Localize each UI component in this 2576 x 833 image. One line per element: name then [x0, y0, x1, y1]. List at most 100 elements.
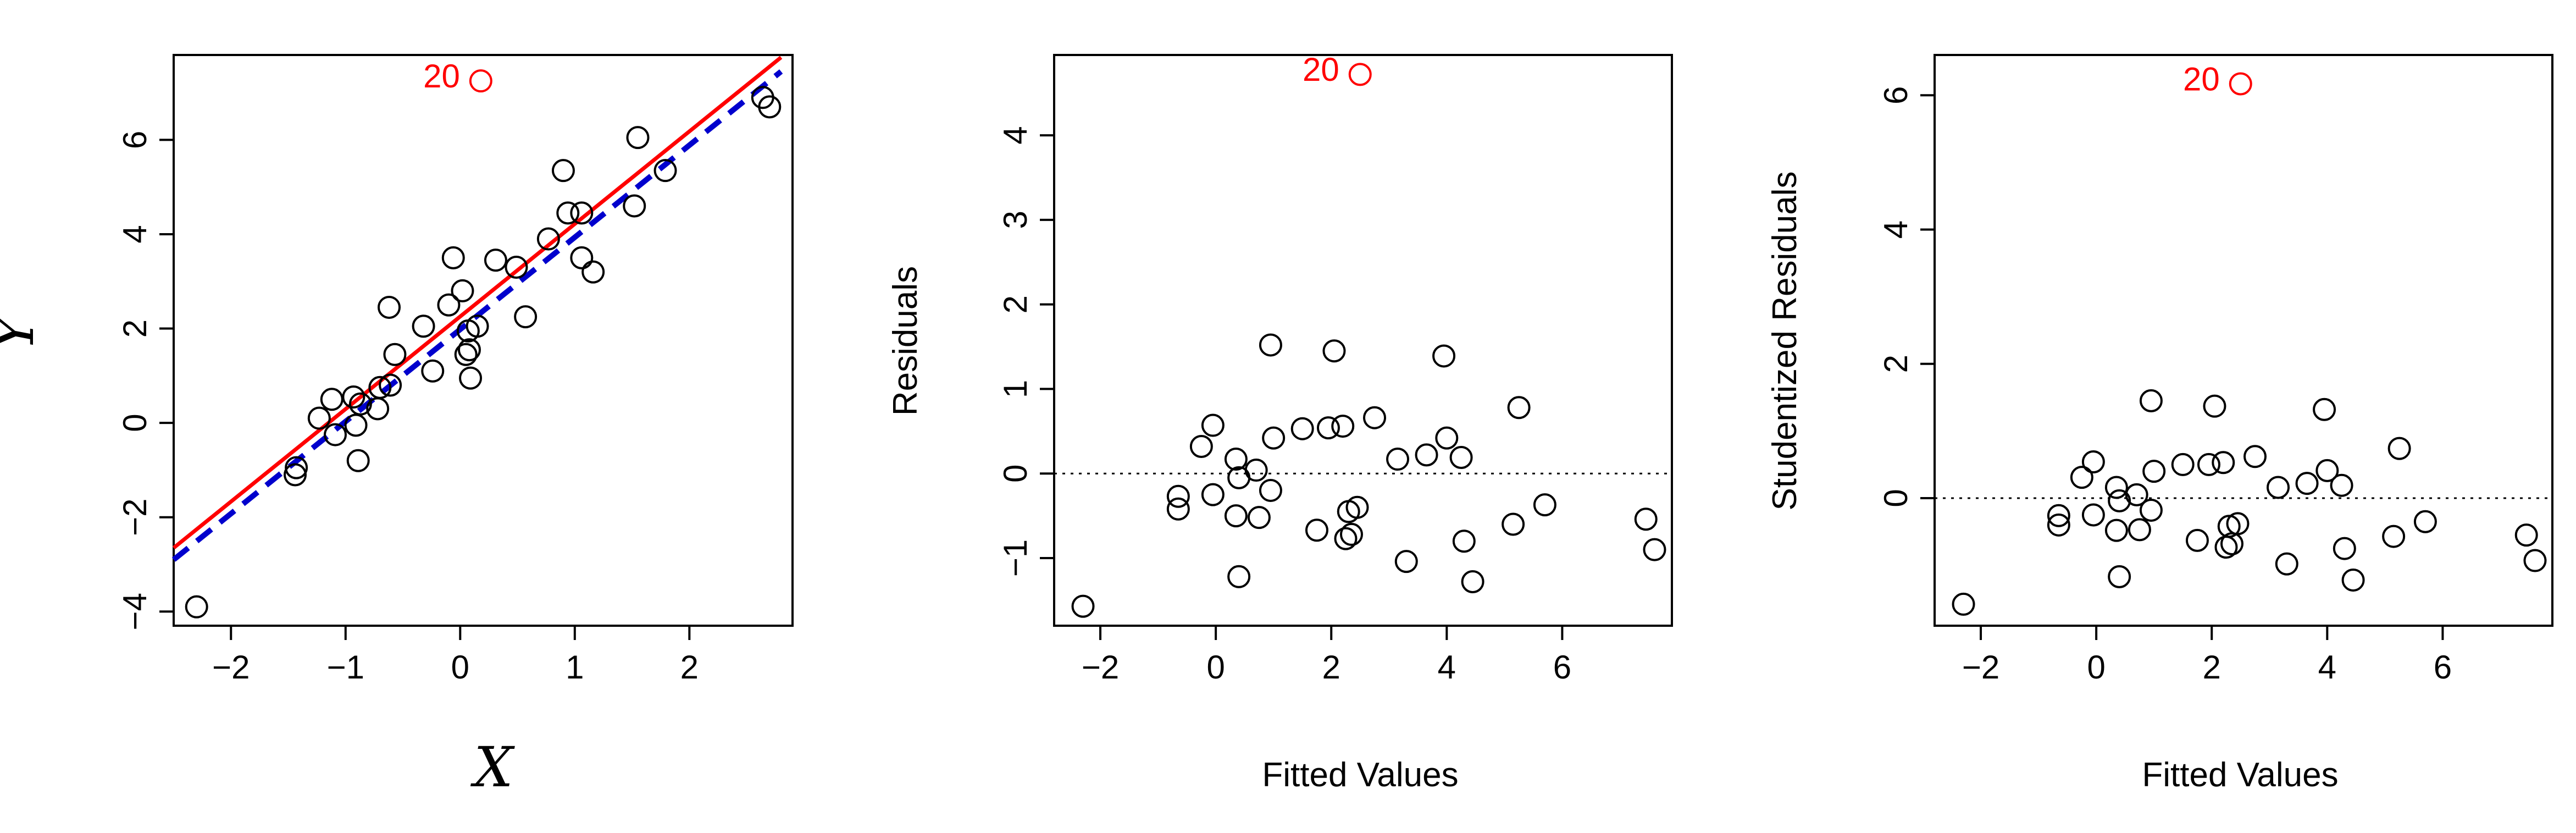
outlier-point [2229, 72, 2252, 96]
panel-studentized-residuals: −2 0 2 4 6 0 2 4 6 20 Fitted Values Studentized… [1766, 54, 2553, 794]
data-point [346, 449, 370, 472]
points [1071, 333, 1666, 618]
data-point [2104, 476, 2128, 499]
x-tick-label: 2 [680, 649, 699, 686]
y-tick-label: 4 [117, 225, 153, 243]
data-point [2523, 549, 2547, 572]
data-point [1339, 522, 1363, 546]
data-point [454, 343, 478, 366]
data-point [1643, 538, 1666, 561]
data-point [344, 413, 368, 437]
data-point [2341, 568, 2365, 592]
points [1952, 389, 2547, 616]
data-point [1290, 417, 1314, 440]
data-point [1394, 550, 1418, 573]
data-point [551, 159, 575, 183]
data-point [653, 159, 677, 183]
data-point [570, 246, 594, 269]
x-tick-label: 2 [1322, 649, 1340, 686]
data-point [1435, 426, 1459, 450]
data-point [2139, 498, 2163, 522]
data-point [459, 366, 483, 390]
data-point [466, 315, 489, 338]
x-axis: −2 −1 0 1 2 [212, 626, 699, 686]
x-axis: −2 0 2 4 6 [1962, 626, 2452, 686]
y-tick-label: 4 [1877, 220, 1914, 239]
outlier-label: 20 [423, 58, 460, 95]
y-axis: 0 2 4 6 [1877, 86, 1935, 507]
fit-line-all-points [172, 56, 783, 550]
y-tick-label: 6 [117, 131, 153, 149]
data-point [2203, 394, 2226, 418]
data-point [1201, 483, 1225, 506]
data-point [1952, 592, 1975, 616]
data-point [1363, 406, 1387, 429]
x-axis-title: Fitted Values [1262, 756, 1458, 794]
plot-frame [173, 54, 794, 627]
data-point [378, 295, 401, 319]
data-point [1224, 448, 1248, 471]
data-point [2128, 518, 2151, 542]
data-point [1262, 426, 1286, 450]
data-point [1201, 413, 1225, 437]
data-point [2315, 459, 2339, 482]
data-point [1224, 504, 1248, 528]
y-tick-label: 2 [997, 295, 1034, 313]
y-axis: −1 0 1 2 3 4 [997, 126, 1054, 577]
data-point [307, 406, 331, 430]
data-point [379, 373, 402, 397]
data-point [2387, 437, 2411, 460]
fit-lines [171, 56, 783, 562]
data-point [1305, 518, 1328, 542]
y-axis: −4 −2 0 2 4 6 [117, 131, 174, 630]
x-tick-label: −2 [212, 649, 250, 686]
data-point [484, 249, 507, 272]
y-axis-title: Studentized Residuals [1766, 172, 1804, 511]
data-point [1166, 484, 1190, 508]
x-tick-label: −2 [1082, 649, 1119, 686]
data-point [1259, 333, 1282, 357]
outlier-label: 20 [2183, 60, 2220, 97]
data-point [421, 359, 445, 383]
y-tick-label: −4 [117, 593, 153, 630]
points [185, 86, 782, 619]
y-tick-label: −1 [997, 539, 1034, 577]
data-point [2108, 565, 2131, 588]
data-point [441, 246, 465, 269]
data-point [2217, 515, 2241, 538]
panel-scatter: −2 −1 0 1 2 −4 −2 0 2 4 6 20 X Y [0, 54, 794, 799]
y-tick-label: 6 [1877, 86, 1914, 104]
x-tick-label: −2 [1962, 649, 1999, 686]
outlier-point [469, 69, 492, 93]
plot-frame [1053, 54, 1673, 627]
y-tick-label: 1 [997, 380, 1034, 398]
data-point [1189, 434, 1213, 458]
data-point [368, 376, 392, 399]
data-point [2226, 512, 2250, 536]
data-point [2142, 460, 2166, 483]
data-point [342, 385, 365, 409]
data-point [1461, 570, 1484, 594]
data-point [2275, 552, 2298, 576]
data-point [2212, 451, 2235, 475]
data-point [1334, 527, 1358, 550]
data-point [2197, 453, 2220, 476]
data-point [570, 201, 594, 225]
data-point [1502, 512, 1525, 536]
x-tick-label: 1 [566, 649, 584, 686]
data-point [2070, 466, 2093, 489]
data-point [2047, 513, 2070, 537]
y-tick-label: 3 [997, 211, 1034, 229]
data-point [556, 201, 580, 225]
data-point [2243, 445, 2267, 468]
y-tick-label: 4 [997, 126, 1034, 144]
data-point [2081, 503, 2105, 527]
data-point [457, 338, 481, 362]
x-tick-label: −1 [327, 649, 364, 686]
y-axis-title: Residuals [887, 266, 924, 416]
data-point [2413, 510, 2437, 533]
data-point [1452, 529, 1476, 553]
data-point [2514, 523, 2538, 547]
data-point [437, 293, 461, 317]
y-tick-label: −2 [117, 498, 153, 536]
